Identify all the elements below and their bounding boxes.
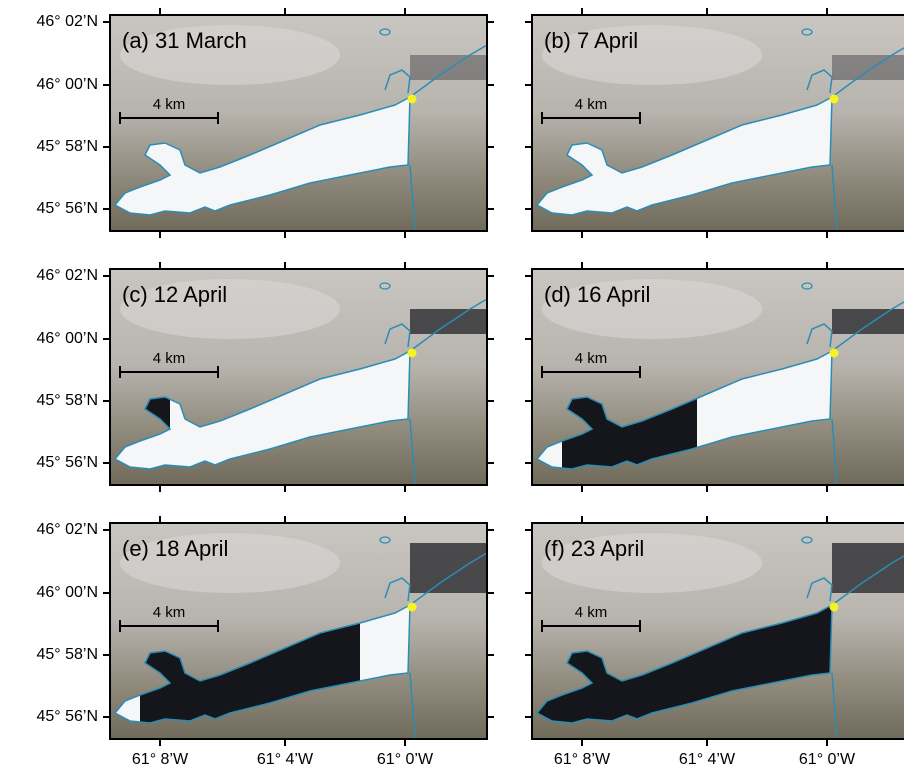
longitude-label: 61° 0’W (377, 751, 434, 768)
scale-label: 4 km (153, 604, 186, 621)
island (801, 536, 813, 544)
dark-water (410, 55, 487, 80)
scale-label: 4 km (153, 350, 186, 367)
longitude-label: 61° 0’W (799, 751, 856, 768)
cloud (120, 279, 340, 339)
scale-label: 4 km (575, 96, 608, 113)
island (379, 536, 391, 544)
shoreline (831, 555, 904, 740)
panel-frame (531, 522, 904, 740)
longitude-label: 61° 8’W (554, 751, 611, 768)
station-marker (407, 602, 417, 612)
cloud (120, 533, 340, 593)
shoreline (806, 323, 833, 348)
scale-label: 4 km (575, 350, 608, 367)
latitude-label: 45° 56’N (36, 454, 98, 471)
panel-label: (c) 12 April (122, 282, 227, 307)
latitude-label: 45° 56’N (36, 708, 98, 725)
panel-frame (531, 14, 904, 232)
latitude-label: 46° 00’N (36, 76, 98, 93)
dark-water (832, 543, 904, 593)
cloud (120, 25, 340, 85)
shoreline (384, 577, 411, 602)
station-marker (829, 348, 839, 358)
panel-frame (109, 268, 488, 486)
island (379, 282, 391, 290)
cloud (542, 279, 762, 339)
latitude-label: 46° 02’N (36, 13, 98, 30)
panel-frame (109, 14, 488, 232)
shoreline (806, 69, 833, 94)
map-panel: 4 km (c) 12 April (103, 262, 494, 492)
latitude-label: 46° 02’N (36, 267, 98, 284)
station-marker (407, 348, 417, 358)
map-panel: 4 km (b) 7 April (525, 8, 904, 238)
dark-water (832, 55, 904, 80)
latitude-label: 46° 00’N (36, 584, 98, 601)
station-marker (829, 94, 839, 104)
island (801, 282, 813, 290)
map-panel: 4 km (f) 23 April (525, 516, 904, 746)
panel-frame (109, 522, 488, 740)
latitude-label: 45° 58’N (36, 646, 98, 663)
panel-label: (d) 16 April (544, 282, 650, 307)
dark-water (832, 309, 904, 334)
shoreline (409, 298, 488, 486)
station-marker (829, 602, 839, 612)
shoreline (831, 47, 904, 232)
shoreline (806, 577, 833, 602)
scale-label: 4 km (153, 96, 186, 113)
panel-label: (a) 31 March (122, 28, 247, 53)
station-marker (407, 94, 417, 104)
longitude-label: 61° 4’W (257, 751, 314, 768)
shoreline (409, 552, 488, 740)
latitude-label: 46° 02’N (36, 521, 98, 538)
scale-label: 4 km (575, 604, 608, 621)
dark-water (410, 543, 487, 593)
panel-label: (f) 23 April (544, 536, 644, 561)
shoreline (409, 44, 488, 232)
longitude-label: 61° 8’W (132, 751, 189, 768)
shoreline (384, 69, 411, 94)
island (379, 28, 391, 36)
cloud (542, 533, 762, 593)
dark-water (410, 309, 487, 334)
panel-label: (e) 18 April (122, 536, 228, 561)
island (801, 28, 813, 36)
latitude-label: 46° 00’N (36, 330, 98, 347)
map-panel: 4 km (d) 16 April (525, 262, 904, 492)
map-panel: 4 km (e) 18 April (103, 516, 494, 746)
panel-label: (b) 7 April (544, 28, 638, 53)
map-panel: 4 km (a) 31 March (103, 8, 494, 238)
longitude-label: 61° 4’W (679, 751, 736, 768)
panel-frame (531, 268, 904, 486)
shoreline (384, 323, 411, 348)
shoreline (831, 301, 904, 486)
latitude-label: 45° 58’N (36, 392, 98, 409)
latitude-label: 45° 56’N (36, 200, 98, 217)
cloud (542, 25, 762, 85)
latitude-label: 45° 58’N (36, 138, 98, 155)
